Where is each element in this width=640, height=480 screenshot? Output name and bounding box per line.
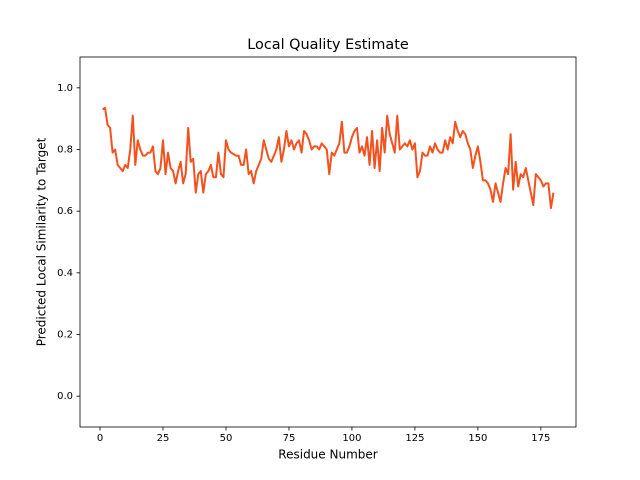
line — [102, 106, 555, 210]
y-tick-label: 0.2 — [57, 330, 73, 341]
plot-frame — [79, 56, 577, 428]
x-tick-label: 175 — [531, 433, 550, 444]
y-tick-label: 0.6 — [57, 206, 73, 217]
y-tick-label: 0.0 — [57, 391, 73, 402]
x-tick-label: 50 — [220, 433, 233, 444]
x-tick-label: 25 — [157, 433, 170, 444]
y-tick-label: 0.4 — [57, 268, 73, 279]
x-axis-label: Residue Number — [278, 448, 377, 462]
x-tick-label: 75 — [283, 433, 296, 444]
x-tick-label: 125 — [405, 433, 424, 444]
chart-title: Local Quality Estimate — [247, 37, 409, 53]
y-tick-label: 0.8 — [57, 145, 73, 156]
x-tick-label: 0 — [97, 433, 103, 444]
y-axis-label: Predicted Local Similarity to Target — [35, 137, 49, 346]
x-tick-label: 150 — [468, 433, 487, 444]
y-tick-label: 1.0 — [57, 83, 73, 94]
x-tick-label: 100 — [342, 433, 361, 444]
